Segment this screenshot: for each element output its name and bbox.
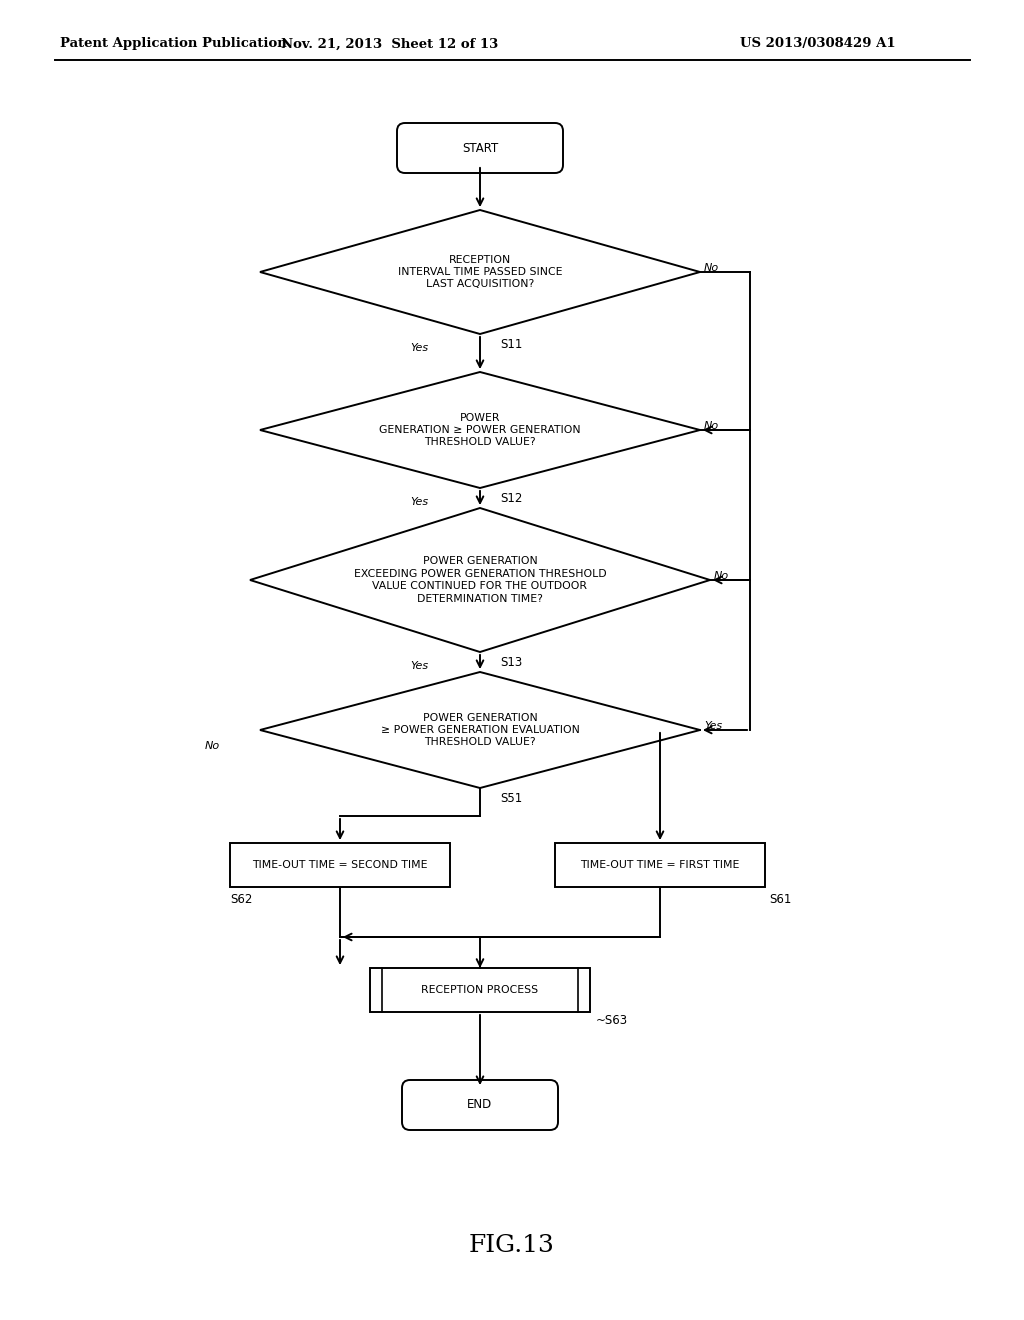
Text: Patent Application Publication: Patent Application Publication bbox=[60, 37, 287, 50]
Text: No: No bbox=[205, 741, 220, 751]
Text: No: No bbox=[705, 263, 719, 273]
Text: TIME-OUT TIME = FIRST TIME: TIME-OUT TIME = FIRST TIME bbox=[581, 861, 739, 870]
Text: RECEPTION
INTERVAL TIME PASSED SINCE
LAST ACQUISITION?: RECEPTION INTERVAL TIME PASSED SINCE LAS… bbox=[397, 255, 562, 289]
Polygon shape bbox=[250, 508, 710, 652]
Bar bbox=[230, 843, 450, 887]
Text: No: No bbox=[705, 421, 719, 432]
Text: S13: S13 bbox=[500, 656, 522, 669]
Text: POWER GENERATION
≥ POWER GENERATION EVALUATION
THRESHOLD VALUE?: POWER GENERATION ≥ POWER GENERATION EVAL… bbox=[381, 713, 580, 747]
Polygon shape bbox=[260, 672, 700, 788]
Text: Nov. 21, 2013  Sheet 12 of 13: Nov. 21, 2013 Sheet 12 of 13 bbox=[282, 37, 499, 50]
Text: TIME-OUT TIME = SECOND TIME: TIME-OUT TIME = SECOND TIME bbox=[252, 861, 428, 870]
Text: ~S63: ~S63 bbox=[596, 1014, 628, 1027]
Text: Yes: Yes bbox=[410, 661, 428, 671]
FancyBboxPatch shape bbox=[402, 1080, 558, 1130]
Text: Yes: Yes bbox=[705, 721, 722, 731]
Text: RECEPTION PROCESS: RECEPTION PROCESS bbox=[422, 985, 539, 995]
Text: S62: S62 bbox=[230, 894, 252, 906]
Text: S12: S12 bbox=[500, 492, 522, 506]
Polygon shape bbox=[260, 372, 700, 488]
Text: POWER
GENERATION ≥ POWER GENERATION
THRESHOLD VALUE?: POWER GENERATION ≥ POWER GENERATION THRE… bbox=[379, 413, 581, 447]
Text: US 2013/0308429 A1: US 2013/0308429 A1 bbox=[740, 37, 896, 50]
Bar bbox=[555, 843, 765, 887]
Text: POWER GENERATION
EXCEEDING POWER GENERATION THRESHOLD
VALUE CONTINUED FOR THE OU: POWER GENERATION EXCEEDING POWER GENERAT… bbox=[353, 557, 606, 603]
Text: Yes: Yes bbox=[410, 343, 428, 352]
Text: FIG.13: FIG.13 bbox=[469, 1233, 555, 1257]
Polygon shape bbox=[260, 210, 700, 334]
Text: No: No bbox=[714, 572, 729, 581]
Text: START: START bbox=[462, 141, 498, 154]
Text: S51: S51 bbox=[500, 792, 522, 805]
Text: S11: S11 bbox=[500, 338, 522, 351]
Text: END: END bbox=[467, 1098, 493, 1111]
Bar bbox=[370, 968, 590, 1012]
FancyBboxPatch shape bbox=[397, 123, 563, 173]
Text: Yes: Yes bbox=[410, 498, 428, 507]
Text: S61: S61 bbox=[769, 894, 792, 906]
